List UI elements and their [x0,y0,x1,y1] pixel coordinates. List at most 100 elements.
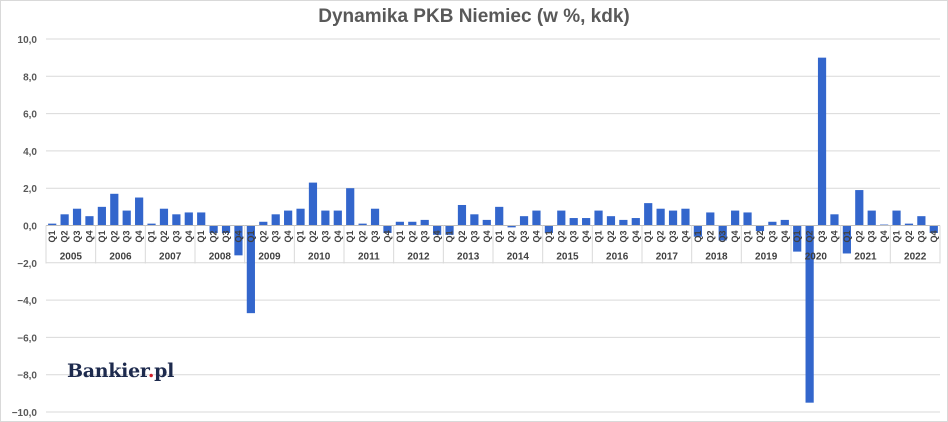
year-label: 2022 [904,252,927,263]
bar [271,214,280,226]
quarter-label: Q2 [209,230,219,242]
quarter-label: Q2 [507,230,517,242]
y-tick-label: −10,0 [12,408,38,419]
quarter-label: Q3 [519,230,529,242]
bar [110,193,119,226]
bar [85,216,94,226]
y-tick-label: −2,0 [17,259,37,270]
year-label: 2005 [60,252,83,263]
quarter-label: Q3 [72,230,82,242]
bar [420,219,429,226]
quarter-label: Q1 [792,230,802,242]
bar [209,225,218,233]
quarter-label: Q3 [867,230,877,242]
quarter-label: Q4 [432,230,442,242]
bar [395,221,404,226]
y-tick-label: 8,0 [23,72,37,83]
bar [60,214,69,226]
quarter-label: Q1 [594,230,604,242]
bar [755,225,765,232]
bar [495,206,504,226]
bar [296,208,305,226]
bar [72,208,82,226]
bar [172,214,181,226]
year-label: 2014 [507,252,530,263]
bar [842,225,851,254]
bar [917,216,926,226]
chart-title: Dynamika PKB Niemiec (w %, kdk) [318,6,630,27]
bar [48,223,57,226]
bar [731,210,740,226]
quarter-label: Q1 [445,230,455,242]
year-label: 2013 [457,252,480,263]
year-label: 2012 [407,252,430,263]
quarter-labels: Q1 Q2 Q3 Q4 Q1 Q2 Q3 Q4 Q1 Q2 Q3 Q4 Q1 Q2 Q3 Q4 Q1 Q2 Q3 Q4… [47,230,939,242]
quarter-label: Q4 [134,230,144,242]
bar [284,210,293,226]
quarter-label: Q1 [246,230,256,242]
quarter-label: Q1 [544,230,554,242]
quarter-label: Q4 [482,230,492,242]
year-label: 2021 [854,252,877,263]
bar [619,219,628,226]
bar [718,225,727,241]
quarter-label: Q3 [767,230,777,242]
quarter-label: Q2 [755,230,765,242]
y-tick-label: 6,0 [23,110,37,121]
year-label: 2006 [109,252,132,263]
quarter-label: Q2 [358,230,368,242]
bar [768,221,777,226]
bar [234,225,243,256]
year-label: 2020 [805,252,828,263]
bar [644,203,653,226]
quarter-label: Q2 [854,230,864,242]
quarter-label: Q2 [258,230,268,242]
quarter-label: Q1 [842,230,852,242]
bar [333,210,342,226]
y-axis-ticks: 10,0 8,0 6,0 4,0 2,0 0,0 −2,0 −4,0 −6,0 −8,0 −10,0 [12,35,38,419]
quarter-label: Q4 [184,230,194,242]
quarter-label: Q3 [618,230,628,242]
quarter-label: Q2 [308,230,318,242]
bar [582,218,591,226]
bar [358,223,367,226]
bar [197,212,206,226]
quarter-label: Q4 [283,230,293,242]
bar [867,210,876,226]
bar [532,210,541,226]
quarter-label: Q1 [494,230,504,242]
quarter-label: Q4 [879,230,889,242]
year-label: 2019 [755,252,778,263]
bar [246,225,255,314]
y-tick-label: 2,0 [23,184,37,195]
bar [569,218,578,226]
year-label: 2008 [209,252,232,263]
y-tick-label: −4,0 [17,296,37,307]
bar [122,210,131,226]
bar [656,208,665,226]
bar [221,225,231,233]
quarter-label: Q3 [370,230,380,242]
quarter-label: Q4 [631,230,641,242]
bar [594,210,603,226]
year-label: 2007 [159,252,182,263]
bar [557,210,566,226]
bar [929,225,938,233]
quarter-label: Q2 [109,230,119,242]
quarter-label: Q3 [122,230,132,242]
quarter-label: Q2 [606,230,616,242]
year-label: 2015 [556,252,579,263]
quarter-label: Q4 [233,230,243,242]
bar [147,223,156,226]
bar [457,204,467,226]
y-tick-label: −8,0 [17,371,37,382]
quarter-label: Q3 [320,230,330,242]
bar [346,188,355,226]
quarter-label: Q1 [643,230,653,242]
quarter-label: Q1 [743,230,753,242]
bar [519,216,529,226]
quarter-label: Q4 [829,230,839,242]
bar [793,225,802,252]
year-label: 2010 [308,252,331,263]
